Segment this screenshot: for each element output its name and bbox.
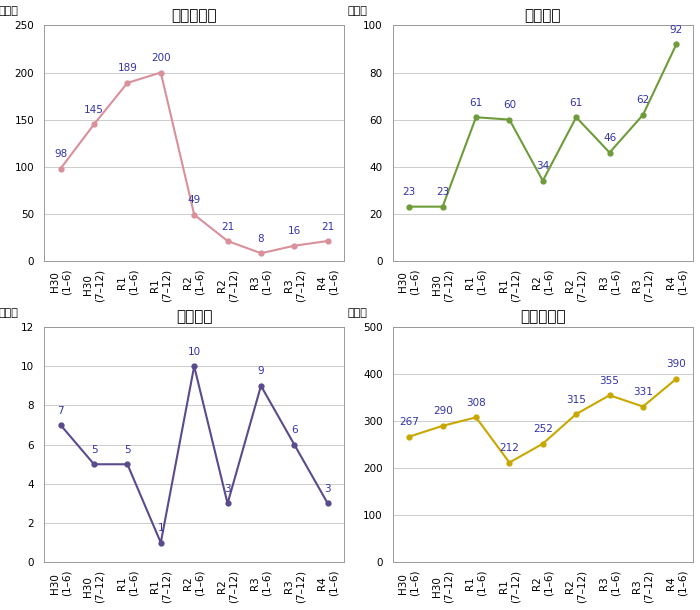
Text: 308: 308 [466, 398, 486, 408]
Title: 海上貨物: 海上貨物 [176, 309, 212, 325]
Text: 21: 21 [221, 221, 234, 232]
Text: 49: 49 [188, 195, 201, 205]
Text: 10: 10 [188, 347, 201, 357]
Text: 7: 7 [57, 406, 64, 415]
Text: 355: 355 [600, 376, 620, 386]
Text: 23: 23 [436, 187, 449, 197]
Text: 145: 145 [84, 105, 104, 115]
Text: 92: 92 [670, 25, 683, 35]
Text: 46: 46 [603, 133, 616, 143]
Text: 23: 23 [402, 187, 416, 197]
Text: 189: 189 [118, 63, 137, 73]
Text: 9: 9 [258, 367, 265, 376]
Text: （件）: （件） [347, 6, 368, 16]
Text: 60: 60 [503, 100, 516, 110]
Text: 21: 21 [321, 221, 335, 232]
Text: （件）: （件） [0, 307, 19, 318]
Text: 252: 252 [533, 425, 553, 434]
Text: 200: 200 [151, 53, 171, 63]
Text: 390: 390 [666, 359, 686, 370]
Title: 航空貨物: 航空貨物 [524, 8, 561, 23]
Text: 5: 5 [124, 445, 131, 455]
Text: 16: 16 [288, 226, 301, 236]
Text: 8: 8 [258, 234, 265, 244]
Text: 6: 6 [291, 425, 298, 436]
Text: （件）: （件） [0, 6, 19, 16]
Text: 290: 290 [433, 406, 452, 417]
Text: 1: 1 [158, 523, 164, 533]
Text: 267: 267 [399, 417, 419, 427]
Text: 315: 315 [566, 395, 586, 404]
Text: 3: 3 [324, 484, 331, 494]
Text: 331: 331 [633, 387, 653, 397]
Text: 61: 61 [470, 98, 482, 108]
Text: （件）: （件） [347, 307, 368, 318]
Text: 3: 3 [224, 484, 231, 494]
Text: 5: 5 [91, 445, 97, 455]
Text: 98: 98 [54, 149, 67, 159]
Text: 212: 212 [500, 443, 519, 453]
Text: 34: 34 [536, 162, 550, 171]
Text: 62: 62 [636, 96, 650, 106]
Title: 国際郵便物: 国際郵便物 [520, 309, 566, 325]
Title: 航空機旅客: 航空機旅客 [172, 8, 217, 23]
Text: 61: 61 [570, 98, 583, 108]
